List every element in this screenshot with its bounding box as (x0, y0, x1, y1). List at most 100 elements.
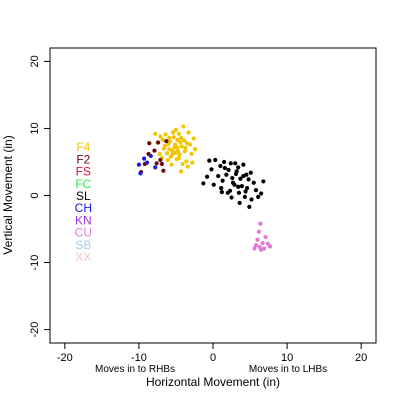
point-sl (209, 167, 214, 172)
point-f4 (179, 144, 184, 149)
point-cu (260, 241, 265, 246)
point-f4 (187, 142, 193, 147)
point-sl (233, 161, 238, 166)
point-sl (243, 189, 248, 194)
y-tick-label: -20 (29, 322, 41, 338)
point-f4 (182, 138, 187, 143)
point-f4 (178, 140, 183, 145)
y-tick-label: 20 (29, 55, 41, 67)
point-sl (213, 157, 218, 163)
point-f4 (164, 151, 170, 156)
point-sl (242, 194, 247, 199)
point-sl (226, 167, 231, 173)
legend-item-ch: CH (75, 201, 92, 215)
point-f4 (182, 149, 187, 154)
point-f4 (181, 124, 186, 129)
point-sl (219, 186, 224, 191)
point-sl (230, 180, 236, 185)
point-sl (249, 197, 254, 202)
y-tick-label: 10 (29, 122, 41, 134)
point-f4 (180, 161, 185, 167)
point-sl (224, 172, 229, 177)
point-sl (251, 180, 256, 185)
y-tick-label: -10 (29, 255, 41, 271)
y-axis-title: Vertical Movement (in) (1, 135, 15, 254)
point-cu (267, 244, 273, 249)
x-axis-title: Horizontal Movement (in) (146, 375, 280, 389)
data-points (136, 124, 273, 252)
point-f2 (158, 157, 163, 163)
legend-item-xx: XX (75, 250, 91, 264)
point-ch (153, 165, 158, 170)
point-f4 (190, 160, 195, 165)
point-ch (141, 156, 147, 161)
point-sl (248, 170, 253, 175)
legend-item-sl: SL (76, 189, 91, 203)
point-sl (216, 173, 221, 179)
point-f4 (158, 134, 163, 139)
annotation-right: Moves in to LHBs (249, 364, 327, 375)
point-f4 (177, 152, 182, 157)
point-sl (222, 159, 227, 165)
point-f4 (167, 135, 172, 140)
point-ch (136, 162, 142, 167)
legend-item-kn: KN (75, 213, 92, 227)
point-f4 (153, 131, 158, 136)
legend-item-fc: FC (75, 177, 91, 191)
point-f4 (176, 155, 182, 161)
point-f4 (160, 137, 165, 142)
point-sl (236, 165, 241, 170)
point-cu (255, 237, 260, 242)
point-f2 (161, 168, 166, 173)
point-sl (237, 200, 242, 205)
point-f4 (179, 169, 184, 174)
legend-item-fs: FS (76, 165, 91, 179)
x-tick-label: 10 (281, 352, 293, 364)
point-f4 (183, 145, 188, 150)
point-f4 (173, 150, 179, 155)
y-tick-label: 0 (29, 192, 41, 198)
point-f4 (172, 145, 177, 150)
point-sl (256, 194, 261, 199)
x-tick-label: 20 (355, 352, 367, 364)
legend-item-cu: CU (75, 226, 92, 240)
point-f4 (186, 130, 191, 135)
point-f2 (152, 148, 157, 153)
point-cu (258, 221, 263, 226)
point-sl (218, 163, 223, 169)
point-sl (259, 191, 264, 196)
point-sl (230, 175, 235, 181)
point-f2 (147, 141, 152, 146)
point-sl (239, 184, 244, 189)
point-f2 (154, 161, 159, 166)
point-f4 (169, 162, 174, 167)
legend-item-f2: F2 (76, 152, 90, 166)
point-sl (236, 190, 242, 195)
point-ch (148, 153, 153, 159)
point-f4 (157, 151, 162, 157)
point-sl (229, 195, 234, 200)
point-sl (220, 178, 225, 183)
point-f4 (171, 135, 176, 140)
point-f2 (156, 140, 161, 145)
point-f4 (173, 127, 179, 132)
point-f2 (159, 161, 164, 167)
annotation-left: Moves in to RHBs (95, 364, 175, 375)
point-sl (247, 204, 252, 209)
axis-ticks: -20 -10 0 10 20 -20 -10 0 10 20 (29, 55, 367, 364)
point-sl (225, 190, 230, 195)
x-tick-label: -20 (57, 352, 73, 364)
point-sl (207, 158, 212, 163)
point-sl (233, 171, 239, 177)
point-sl (246, 177, 251, 182)
point-sl (241, 162, 246, 167)
point-cu (252, 246, 257, 251)
point-cu (256, 229, 262, 234)
point-sl (244, 186, 250, 191)
point-f4 (176, 131, 182, 136)
point-ch (144, 160, 150, 165)
point-sl (219, 190, 224, 195)
point-sl (204, 174, 210, 179)
